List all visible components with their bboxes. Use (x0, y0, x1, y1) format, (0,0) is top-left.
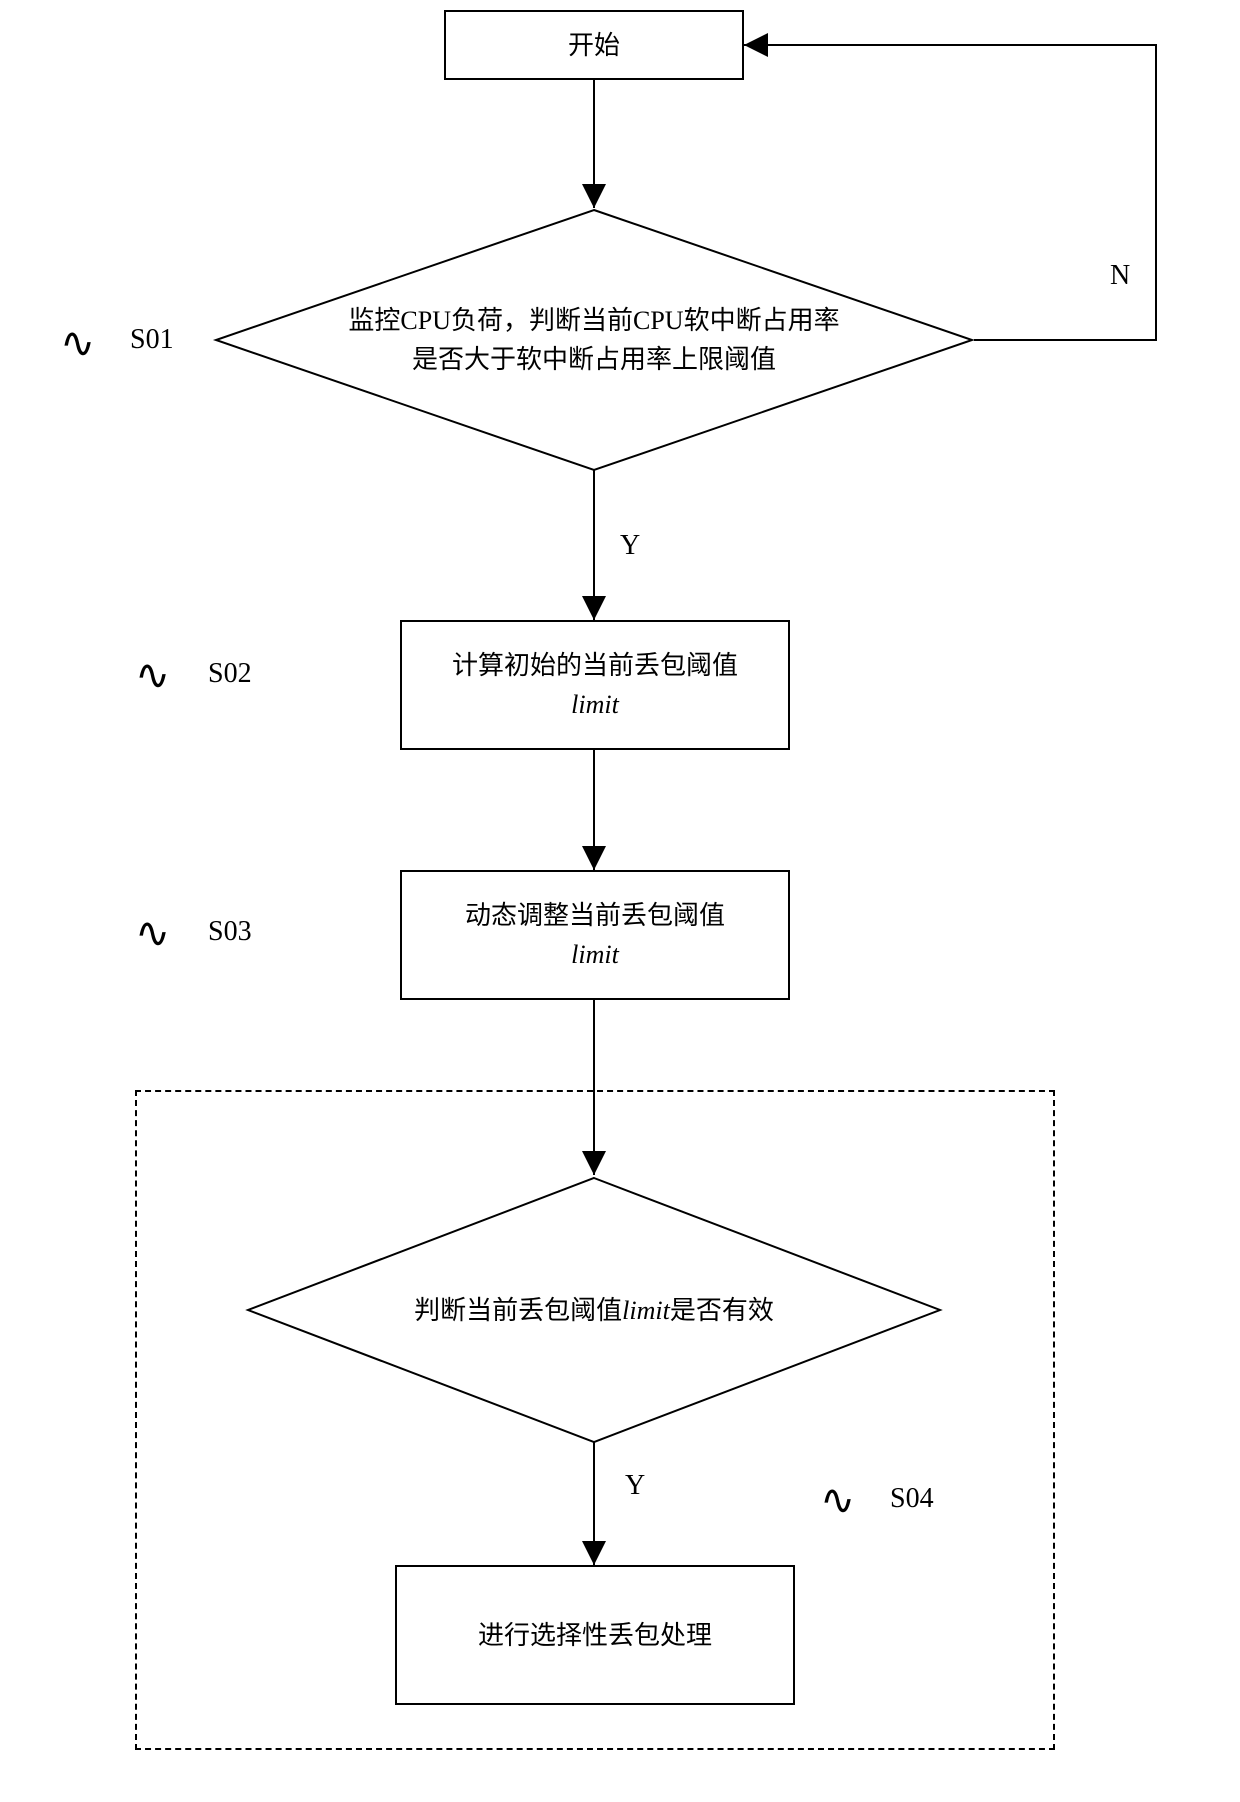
start-node: 开始 (444, 10, 744, 80)
s03-text2: limit (571, 935, 619, 974)
step-label-s04: S04 (890, 1483, 934, 1515)
step-label-s03: S03 (208, 916, 252, 948)
decision-s01: 监控CPU负荷，判断当前CPU软中断占用率 是否大于软中断占用率上限阈值 (216, 210, 972, 470)
flowchart-container: 开始 监控CPU负荷，判断当前CPU软中断占用率 是否大于软中断占用率上限阈值 … (0, 0, 1240, 1802)
s01-text-line2: 是否大于软中断占用率上限阈值 (412, 340, 776, 379)
process-s02: 计算初始的当前丢包阈值 limit (400, 620, 790, 750)
edge-label-y1: Y (620, 530, 640, 562)
decision-s04: 判断当前丢包阈值limit是否有效 (248, 1178, 940, 1442)
s03-text1: 动态调整当前丢包阈值 (465, 896, 725, 935)
step-label-s02: S02 (208, 658, 252, 690)
start-label: 开始 (568, 26, 620, 65)
s02-text2: limit (571, 685, 619, 724)
process-s04: 进行选择性丢包处理 (395, 1565, 795, 1705)
s04-process-text: 进行选择性丢包处理 (478, 1616, 712, 1655)
edge-label-n1: N (1110, 260, 1130, 292)
s04-decision-text: 判断当前丢包阈值limit是否有效 (414, 1291, 774, 1330)
step-label-s01: S01 (130, 324, 174, 356)
tilde-icon: ∿ (135, 908, 170, 958)
tilde-icon: ∿ (820, 1475, 855, 1525)
process-s03: 动态调整当前丢包阈值 limit (400, 870, 790, 1000)
tilde-icon: ∿ (135, 650, 170, 700)
s02-text1: 计算初始的当前丢包阈值 (452, 646, 738, 685)
edge-label-y2: Y (625, 1470, 645, 1502)
tilde-icon: ∿ (60, 318, 95, 368)
s01-text-line1: 监控CPU负荷，判断当前CPU软中断占用率 (348, 301, 839, 340)
